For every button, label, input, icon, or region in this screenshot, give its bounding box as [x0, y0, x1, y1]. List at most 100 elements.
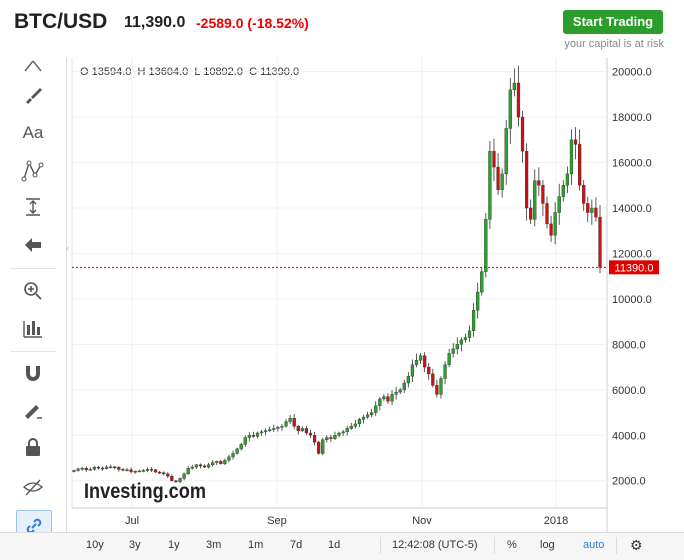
hide-icon[interactable] — [18, 472, 48, 502]
price-change: -2589.0 (-18.52%) — [196, 15, 309, 31]
open-label: O — [80, 66, 89, 78]
draw-lock-icon[interactable] — [18, 396, 48, 426]
candle-body — [353, 423, 357, 427]
watermark: Investing.com — [84, 480, 206, 503]
candle-body — [582, 185, 586, 204]
candle-body — [467, 330, 472, 338]
candle-body — [186, 468, 190, 475]
candle-body — [125, 469, 129, 472]
time-tick-label: Jul — [125, 515, 139, 527]
candle-body — [520, 116, 525, 152]
candle-body — [561, 185, 565, 197]
price-tick-label: 4000.0 — [612, 430, 646, 442]
candle-body — [272, 428, 276, 430]
magnet-icon[interactable] — [18, 358, 48, 388]
candle-body — [96, 466, 101, 469]
candle-body — [296, 425, 300, 431]
low-label: L — [194, 66, 201, 78]
candle-body — [198, 464, 203, 467]
candle-body — [227, 456, 231, 461]
candle-body — [586, 203, 590, 213]
measure-icon[interactable] — [18, 192, 48, 222]
candle-body — [455, 344, 459, 350]
candle-body — [569, 139, 574, 175]
last-price-marker — [609, 260, 659, 275]
price-tick-label: 6000.0 — [612, 385, 646, 397]
log-toggle[interactable]: log — [540, 539, 555, 551]
range-3m[interactable]: 3m — [206, 539, 222, 551]
zoom-in-icon[interactable] — [18, 276, 48, 306]
candle-body — [406, 375, 410, 384]
range-7d[interactable]: 7d — [290, 539, 303, 551]
candle-body — [141, 470, 145, 472]
candle-body — [137, 470, 141, 473]
candle-body — [182, 473, 186, 479]
candle-body — [488, 150, 492, 220]
last-price: 11,390.0 — [124, 14, 186, 31]
candle-body — [268, 429, 272, 431]
range-3y[interactable]: 3y — [129, 539, 141, 551]
bar-divider — [380, 537, 381, 554]
price-tick-label: 16000.0 — [612, 158, 652, 170]
collapse-toolbar-icon[interactable]: ‹ — [66, 243, 69, 253]
auto-toggle[interactable]: auto — [583, 539, 605, 551]
bars-icon[interactable] — [18, 313, 48, 343]
candle-body — [382, 396, 386, 400]
candle-body — [378, 398, 382, 406]
candle-body — [573, 139, 578, 145]
candle-body — [594, 207, 598, 218]
brush-icon[interactable] — [18, 80, 48, 110]
time-axis-ticks: Jul Sep Nov 2018 — [125, 515, 568, 527]
percent-toggle[interactable]: % — [507, 539, 517, 551]
candle-body — [329, 437, 333, 439]
candle-body — [133, 470, 137, 473]
candle-body — [92, 466, 97, 470]
candle-body — [80, 468, 84, 470]
start-trading-button[interactable]: Start Trading — [563, 10, 663, 34]
candle-body — [435, 385, 439, 395]
candle-body — [333, 435, 337, 439]
range-10y[interactable]: 10y — [86, 539, 104, 551]
candle-body — [459, 339, 463, 345]
price-tick-label: 14000.0 — [612, 203, 652, 215]
candle-body — [317, 441, 321, 454]
bar-divider — [616, 537, 617, 554]
lock-icon[interactable] — [18, 432, 48, 462]
candle-body — [223, 460, 227, 464]
candle-body — [423, 355, 427, 368]
low-value: 10892.0 — [203, 66, 243, 78]
price-chart[interactable]: 2000.0 4000.0 6000.0 8000.0 10000.0 12000.0 14… — [0, 0, 684, 532]
settings-gear-icon[interactable]: ⚙ — [630, 537, 643, 553]
time-tick-label: 2018 — [544, 515, 568, 527]
pattern-icon[interactable] — [18, 156, 48, 186]
candle-body — [117, 467, 121, 470]
last-price-label: 11390.0 — [615, 262, 654, 274]
range-1m[interactable]: 1m — [248, 539, 264, 551]
candle-body — [451, 348, 455, 354]
price-tick-label: 18000.0 — [612, 112, 652, 124]
range-1d[interactable]: 1d — [328, 539, 341, 551]
candle-body — [537, 180, 541, 186]
candle-body — [304, 428, 309, 434]
candle-body — [508, 89, 512, 129]
candle-body — [496, 166, 500, 191]
candle-body — [480, 271, 484, 293]
range-1y[interactable]: 1y — [168, 539, 180, 551]
candle-body — [541, 185, 545, 204]
candle-body — [398, 389, 402, 393]
candle-body — [149, 469, 154, 471]
candle-body — [565, 173, 570, 186]
candle-body — [121, 469, 125, 471]
candle-body — [308, 432, 313, 436]
candle-body — [325, 437, 329, 441]
candle-body — [276, 427, 280, 429]
crosshair-icon[interactable] — [18, 58, 48, 74]
bar-divider — [494, 537, 495, 554]
close-label: C — [249, 66, 258, 78]
candle-body — [178, 478, 182, 483]
candle-body — [524, 150, 529, 209]
arrow-left-icon[interactable] — [18, 230, 48, 260]
candle-body — [529, 207, 533, 220]
text-tool-icon[interactable]: Aa — [22, 123, 44, 142]
candle-body — [365, 414, 370, 418]
